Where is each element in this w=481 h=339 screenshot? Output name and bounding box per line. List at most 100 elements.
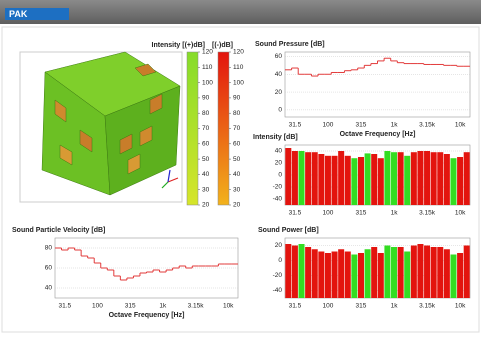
x-tick-label: 3.15k <box>419 122 436 129</box>
bar <box>305 152 311 205</box>
bar <box>371 154 377 205</box>
bar <box>391 247 397 298</box>
y-tick-label: 20 <box>275 89 283 96</box>
chart-title: Sound Pressure [dB] <box>255 41 325 48</box>
bar <box>371 247 377 298</box>
tick-label: 60 <box>202 141 210 148</box>
bar <box>312 152 318 205</box>
y-tick-label: 60 <box>275 53 283 60</box>
bar <box>384 151 390 205</box>
bar <box>417 151 423 205</box>
x-tick-label: 10k <box>223 303 234 310</box>
chart-title: Intensity [dB] <box>253 134 298 141</box>
bar <box>464 152 470 205</box>
bar <box>431 152 437 205</box>
bar <box>325 253 331 298</box>
bar <box>378 158 384 205</box>
y-tick-label: -40 <box>273 196 283 203</box>
y-tick-label: 20 <box>275 242 283 249</box>
tick-label: 110 <box>233 64 244 71</box>
x-tick-label: 1k <box>391 210 399 217</box>
tick-label: 40 <box>233 171 241 178</box>
x-tick-label: 31.5 <box>58 303 71 310</box>
x-tick-label: 315 <box>356 210 367 217</box>
bar <box>444 249 450 298</box>
bar <box>365 249 371 298</box>
bar <box>424 246 430 299</box>
tick-label: 50 <box>233 156 241 163</box>
tick-label: 110 <box>202 64 213 71</box>
bar <box>312 249 318 298</box>
tick-label: 90 <box>233 95 241 102</box>
y-tick-label: 0 <box>278 107 282 114</box>
bar <box>444 154 450 205</box>
bar <box>305 247 311 298</box>
bar <box>318 252 324 299</box>
bar <box>437 247 443 298</box>
bar <box>292 246 298 299</box>
y-tick-label: 0 <box>278 257 282 264</box>
x-tick-label: 1k <box>391 303 399 310</box>
bar <box>450 158 456 205</box>
x-tick-label: 10k <box>455 303 466 310</box>
tick-label: 80 <box>202 110 210 117</box>
bar <box>332 156 338 205</box>
bar <box>391 152 397 205</box>
x-tick-label: 31.5 <box>289 122 302 129</box>
tick-label: 70 <box>233 125 241 132</box>
tick-label: 20 <box>202 202 210 209</box>
app-window: PAK Intensity [(+)dB]2030405060708090100… <box>0 0 481 334</box>
bar <box>345 156 351 205</box>
x-tick-label: 3.15k <box>188 303 205 310</box>
tick-label: 90 <box>202 95 210 102</box>
y-tick-label: -20 <box>273 272 283 279</box>
tick-label: 40 <box>202 171 210 178</box>
bar <box>411 246 417 299</box>
x-tick-label: 3.15k <box>419 210 436 217</box>
bar <box>378 253 384 298</box>
bar <box>358 253 364 298</box>
y-tick-label: 80 <box>45 245 53 252</box>
colorbar-title: [(-)dB] <box>212 42 233 49</box>
tick-label: 30 <box>233 186 241 193</box>
bar <box>338 151 344 205</box>
bar <box>398 152 404 205</box>
header-bar <box>0 0 481 24</box>
bar <box>358 157 364 205</box>
tick-label: 120 <box>233 49 244 56</box>
bar <box>292 151 298 205</box>
x-tick-label: 100 <box>323 303 334 310</box>
x-tick-label: 315 <box>356 122 367 129</box>
y-tick-label: 40 <box>275 148 283 155</box>
x-tick-label: 3.15k <box>419 303 436 310</box>
x-tick-label: 315 <box>356 303 367 310</box>
tick-label: 20 <box>233 202 241 209</box>
bar <box>365 153 371 205</box>
colorbar-title: Intensity [(+)dB] <box>152 42 205 49</box>
tick-label: 80 <box>233 110 241 117</box>
y-tick-label: 40 <box>275 71 283 78</box>
bar <box>424 151 430 205</box>
tick-label: 100 <box>202 79 213 86</box>
bar <box>285 244 291 298</box>
y-tick-label: 60 <box>45 265 53 272</box>
chart-title: Sound Particle Velocity [dB] <box>12 227 105 234</box>
bar <box>457 157 463 205</box>
bar <box>345 252 351 299</box>
x-tick-label: 10k <box>455 210 466 217</box>
plot-area <box>55 238 238 298</box>
x-tick-label: 100 <box>92 303 103 310</box>
bar <box>338 249 344 298</box>
x-tick-label: 100 <box>323 122 334 129</box>
bar <box>464 246 470 299</box>
x-tick-label: 1k <box>391 122 399 129</box>
y-tick-label: -20 <box>273 184 283 191</box>
bar <box>299 151 305 205</box>
y-tick-label: 40 <box>45 285 53 292</box>
tick-label: 100 <box>233 79 244 86</box>
x-tick-label: 10k <box>455 122 466 129</box>
bar <box>450 255 456 299</box>
tick-label: 50 <box>202 156 210 163</box>
bar <box>417 244 423 298</box>
colorbar <box>187 52 198 205</box>
